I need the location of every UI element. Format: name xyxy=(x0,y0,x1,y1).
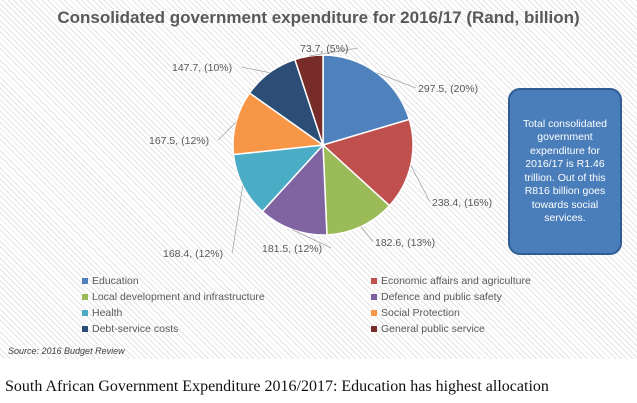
legend-swatch xyxy=(371,310,377,316)
chart-area: Consolidated government expenditure for … xyxy=(0,0,637,359)
chart-title: Consolidated government expenditure for … xyxy=(57,8,580,27)
pie-chart: 297.5, (20%) 238.4, (16%) 182.6, (13%) 181.… xyxy=(149,43,492,260)
legend-swatch xyxy=(371,294,377,300)
data-label: 147.7, (10%) xyxy=(172,62,232,74)
legend-label: General public service xyxy=(381,323,485,335)
data-label: 181.5, (12%) xyxy=(262,243,322,255)
leader-line xyxy=(308,47,359,57)
legend-item: General public service xyxy=(371,323,485,335)
leader-line xyxy=(360,226,374,243)
leader-line xyxy=(217,122,237,141)
pie-slice xyxy=(261,143,328,236)
legend-swatch xyxy=(82,294,88,300)
pie-slice xyxy=(322,143,391,236)
legend-swatch xyxy=(82,310,88,316)
legend-item: Debt-service costs xyxy=(82,323,178,335)
legend-item: Local development and infrastructure xyxy=(82,291,265,303)
pie-slice xyxy=(232,91,326,156)
leader-line xyxy=(231,185,244,254)
leader-line xyxy=(292,229,332,249)
data-label: 238.4, (16%) xyxy=(432,197,492,209)
leader-line xyxy=(376,72,417,89)
data-label: 168.4, (12%) xyxy=(163,248,223,260)
leader-line xyxy=(410,164,431,203)
leader-line xyxy=(241,66,270,73)
data-label: 73.7, (5%) xyxy=(300,43,348,55)
legend-label: Debt-service costs xyxy=(92,323,179,335)
legend-label: Social Protection xyxy=(381,307,460,319)
legend-item: Defence and public safety xyxy=(371,291,502,303)
legend-swatch xyxy=(82,278,88,284)
legend-item: Health xyxy=(82,307,122,319)
pie-slice xyxy=(232,144,325,213)
data-label: 182.6, (13%) xyxy=(375,237,435,249)
legend-swatch xyxy=(82,326,88,332)
caption: South African Government Expenditure 201… xyxy=(5,378,549,395)
note-text: Total consolidated government expenditur… xyxy=(522,117,608,225)
source-note: Source: 2016 Budget Review xyxy=(8,346,125,356)
legend-item: Education xyxy=(82,275,139,287)
pie-slice xyxy=(322,54,411,147)
legend-swatch xyxy=(371,326,377,332)
legend-label: Education xyxy=(92,275,139,287)
note-box: Total consolidated government expenditur… xyxy=(508,88,622,255)
legend-item: Economic affairs and agriculture xyxy=(371,275,531,287)
legend-item: Social Protection xyxy=(371,307,460,319)
pie-slice xyxy=(293,54,324,146)
pie-slice xyxy=(321,118,414,207)
legend-label: Economic affairs and agriculture xyxy=(381,275,531,287)
data-label: 297.5, (20%) xyxy=(418,83,478,95)
legend-label: Health xyxy=(92,307,123,319)
legend-swatch xyxy=(371,278,377,284)
legend-label: Defence and public safety xyxy=(381,291,502,303)
legend-label: Local development and infrastructure xyxy=(92,291,265,303)
data-label: 167.5, (12%) xyxy=(149,135,209,147)
